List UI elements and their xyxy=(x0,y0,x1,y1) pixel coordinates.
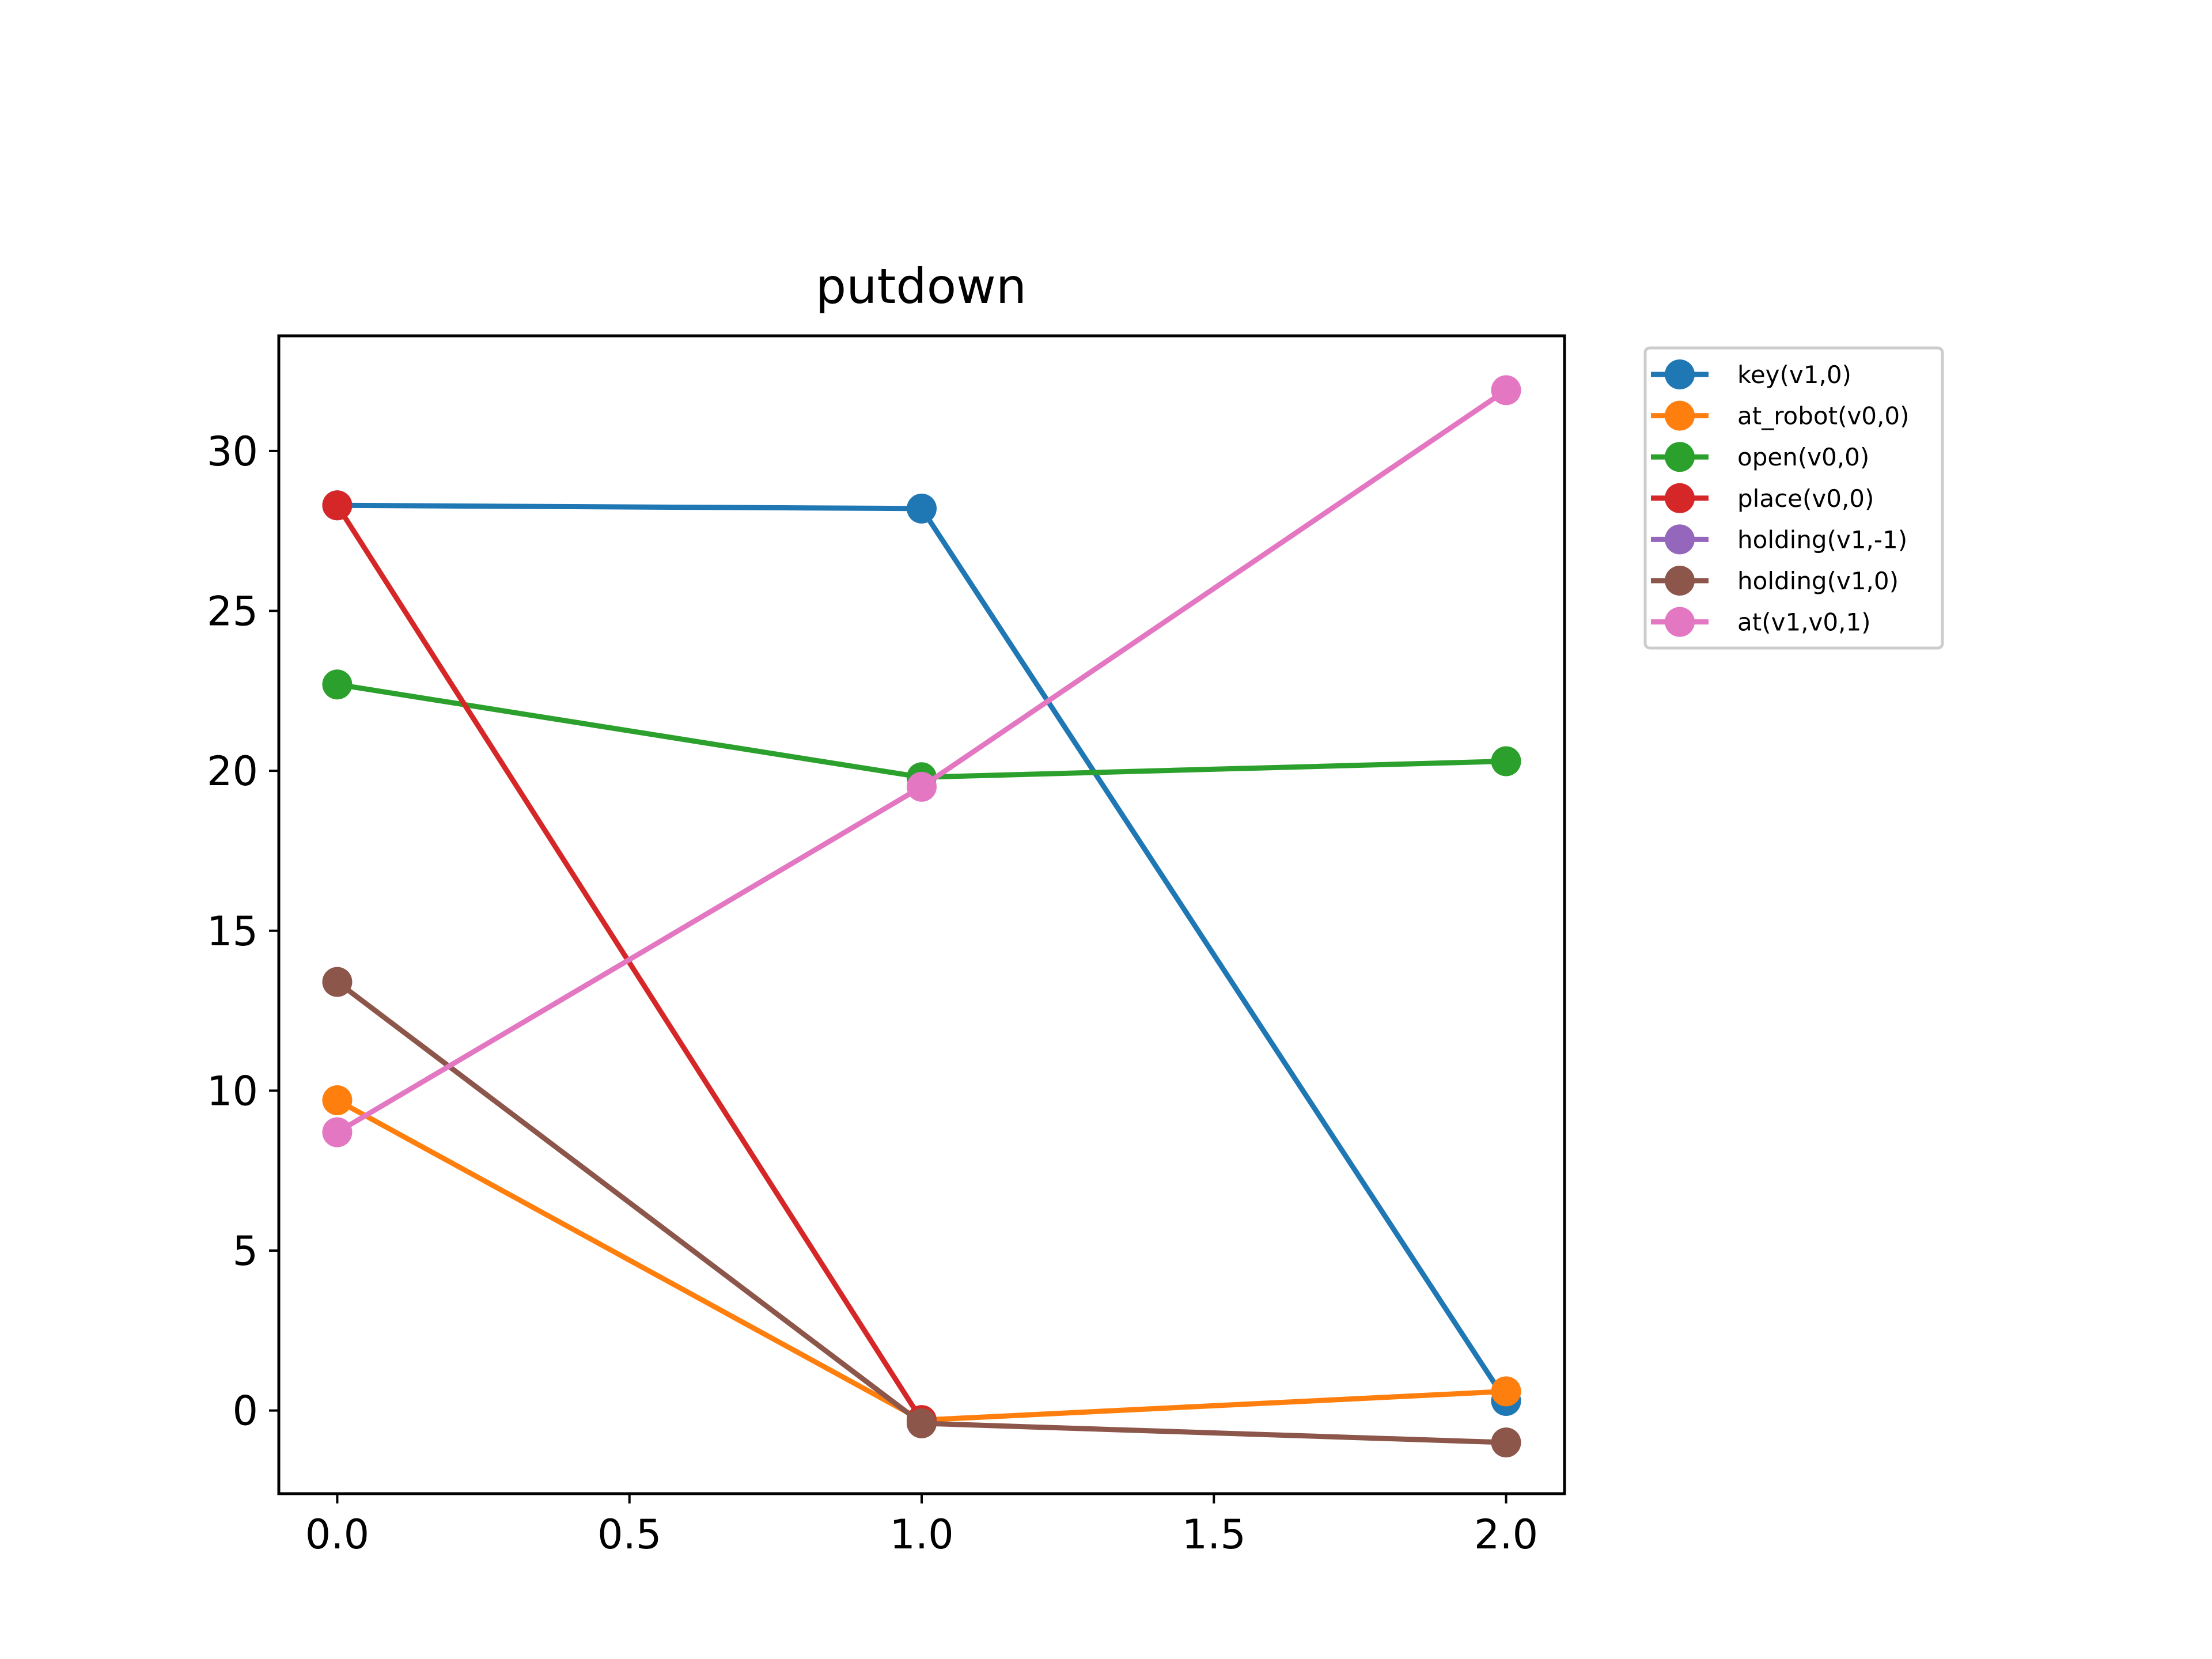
series-6 xyxy=(322,375,1521,1147)
y-tick-label: 20 xyxy=(207,748,258,795)
x-tick-label: 2.0 xyxy=(1474,1511,1538,1558)
data-point xyxy=(1491,1427,1521,1458)
data-point xyxy=(322,967,353,997)
series-line xyxy=(334,502,926,1424)
x-tick-label: 1.0 xyxy=(889,1511,953,1558)
series-5 xyxy=(322,967,1521,1458)
y-tick-label: 10 xyxy=(207,1067,258,1115)
legend-label: holding(v1,-1) xyxy=(1737,525,1907,554)
x-tick-label: 0.0 xyxy=(305,1511,369,1558)
data-point xyxy=(1491,746,1521,777)
series-layer xyxy=(322,375,1521,1458)
legend-entry: holding(v1,0) xyxy=(1651,566,1899,596)
legend-label: holding(v1,0) xyxy=(1737,567,1899,595)
legend-marker xyxy=(1665,607,1695,637)
data-point xyxy=(322,1085,353,1116)
y-tick-label: 15 xyxy=(207,908,258,955)
legend-entry: place(v0,0) xyxy=(1651,483,1874,513)
legend-marker xyxy=(1665,359,1695,389)
data-point xyxy=(322,490,353,521)
x-tick-label: 0.5 xyxy=(597,1511,661,1558)
plot-area-frame xyxy=(277,334,1566,1495)
y-tick-label: 30 xyxy=(207,428,258,475)
legend-entry: holding(v1,-1) xyxy=(1651,524,1907,555)
legend-marker xyxy=(1665,483,1695,513)
legend-label: key(v1,0) xyxy=(1737,361,1851,389)
legend-marker xyxy=(1665,400,1695,431)
legend-entry: open(v0,0) xyxy=(1651,442,1869,472)
legend-entry: at(v1,v0,1) xyxy=(1651,607,1871,637)
y-tick-label: 25 xyxy=(207,588,258,635)
y-axis: 0 5 10 15 20 25 30 xyxy=(207,428,279,1435)
data-point xyxy=(1491,1376,1521,1407)
legend-entry: key(v1,0) xyxy=(1651,359,1851,389)
chart-title: putdown xyxy=(816,258,1027,315)
data-point xyxy=(322,1117,353,1147)
legend-marker xyxy=(1665,524,1695,555)
legend-box xyxy=(1643,346,1944,650)
data-point xyxy=(1491,375,1521,406)
data-point xyxy=(907,771,937,802)
legend: key(v1,0) at_robot(v0,0) open(v0,0) place(v… xyxy=(1643,346,1944,650)
legend-marker xyxy=(1665,566,1695,596)
y-tick-label: 5 xyxy=(232,1228,258,1275)
legend-label: at(v1,v0,1) xyxy=(1737,608,1871,637)
legend-entry: at_robot(v0,0) xyxy=(1651,400,1910,431)
data-point xyxy=(907,493,937,524)
data-point xyxy=(907,1408,937,1438)
legend-label: place(v0,0) xyxy=(1737,484,1874,513)
legend-marker xyxy=(1665,442,1695,472)
legend-label: open(v0,0) xyxy=(1737,443,1869,471)
legend-label: at_robot(v0,0) xyxy=(1737,402,1910,430)
y-tick-label: 0 xyxy=(232,1388,258,1435)
data-point xyxy=(322,669,353,700)
x-axis: 0.0 0.5 1.0 1.5 2.0 xyxy=(305,1494,1538,1558)
x-tick-label: 1.5 xyxy=(1182,1511,1246,1558)
